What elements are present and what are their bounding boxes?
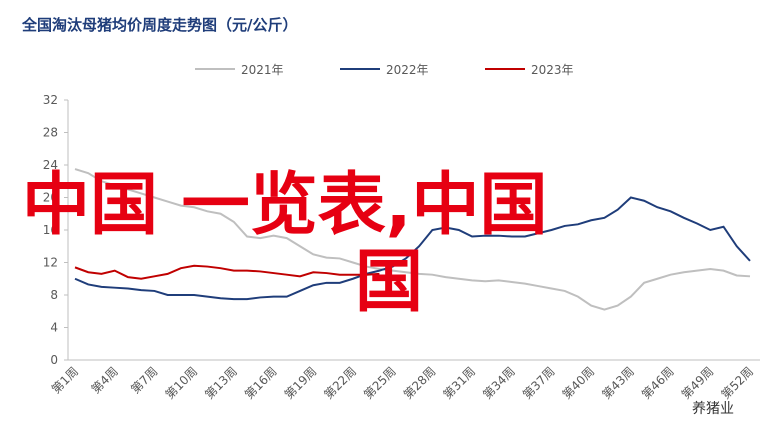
y-tick-label: 4 bbox=[50, 321, 58, 335]
x-tick-label: 第34周 bbox=[480, 364, 518, 402]
x-tick-label: 第22周 bbox=[321, 364, 359, 402]
y-tick-label: 0 bbox=[50, 353, 58, 367]
x-tick-label: 第4周 bbox=[89, 364, 121, 396]
x-tick-label: 第28周 bbox=[401, 364, 439, 402]
overlay-text: 国 bbox=[355, 243, 423, 322]
series-line bbox=[74, 264, 380, 280]
y-tick-label: 28 bbox=[43, 126, 58, 140]
x-tick-label: 第16周 bbox=[242, 364, 280, 402]
x-tick-label: 第40周 bbox=[560, 364, 598, 402]
x-tick-label: 第25周 bbox=[361, 364, 399, 402]
y-tick-label: 24 bbox=[43, 158, 58, 172]
overlay-text: 中国 一览表,中国 bbox=[22, 166, 548, 245]
x-tick-label: 第49周 bbox=[679, 364, 717, 402]
chart-title: 全国淘汰母猪均价周度走势图（元/公斤） bbox=[21, 16, 297, 34]
legend-label: 2021年 bbox=[241, 63, 284, 77]
y-tick-label: 12 bbox=[43, 256, 58, 270]
x-tick-label: 第37周 bbox=[520, 364, 558, 402]
series-line bbox=[74, 168, 751, 311]
x-tick-label: 第10周 bbox=[163, 364, 201, 402]
x-tick-label: 第31周 bbox=[441, 364, 479, 402]
y-tick-label: 32 bbox=[43, 93, 58, 107]
series-line bbox=[74, 196, 751, 301]
x-tick-label: 第46周 bbox=[639, 364, 677, 402]
y-tick-label: 8 bbox=[50, 288, 58, 302]
legend-label: 2022年 bbox=[386, 63, 429, 77]
source-label: 养猪业 bbox=[692, 401, 734, 417]
x-tick-label: 第1周 bbox=[49, 364, 81, 396]
x-tick-label: 第13周 bbox=[202, 364, 240, 402]
y-tick-label: 16 bbox=[43, 223, 58, 237]
x-tick-label: 第43周 bbox=[599, 364, 637, 402]
x-tick-label: 第7周 bbox=[128, 364, 160, 396]
x-tick-label: 第52周 bbox=[718, 364, 756, 402]
y-tick-label: 20 bbox=[43, 191, 58, 205]
x-tick-label: 第19周 bbox=[282, 364, 320, 402]
legend-label: 2023年 bbox=[531, 63, 574, 77]
